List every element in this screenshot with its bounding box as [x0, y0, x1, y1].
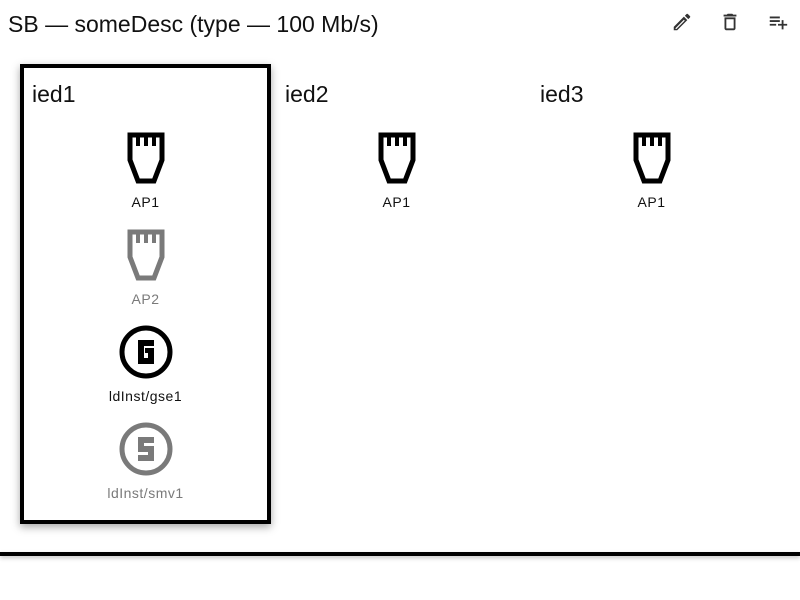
- edit-button[interactable]: [668, 8, 696, 36]
- ied-items: AP1: [526, 130, 777, 227]
- ied-items: AP1 AP2: [20, 130, 263, 518]
- item-label: AP1: [131, 194, 160, 210]
- ied-name: ied2: [285, 81, 329, 107]
- ied-name: ied1: [32, 81, 76, 107]
- item-label: AP1: [637, 194, 666, 210]
- toolbar: [668, 8, 792, 36]
- delete-icon: [723, 13, 737, 31]
- ied-ied1[interactable]: ied1 AP1: [20, 64, 271, 524]
- edit-icon: [673, 13, 691, 31]
- ethernet-port-icon: [127, 132, 164, 184]
- ied-items: AP1: [271, 130, 522, 227]
- ethernet-port-icon: [633, 132, 670, 184]
- smv-control-smv1[interactable]: ldInst/smv1: [20, 421, 271, 518]
- page-title: SB — someDesc (type — 100 Mb/s): [8, 11, 379, 37]
- ied-ied3[interactable]: ied3 AP1: [530, 64, 781, 524]
- gse-icon: [119, 325, 172, 379]
- item-label: AP1: [382, 194, 411, 210]
- ethernet-port-icon: [378, 132, 415, 184]
- gse-control-gse1[interactable]: ldInst/gse1: [20, 324, 271, 421]
- playlist-add-icon: [769, 16, 788, 30]
- item-label: AP2: [131, 291, 160, 307]
- access-point-ap1[interactable]: AP1: [20, 130, 271, 227]
- access-point-ap1[interactable]: AP1: [271, 130, 522, 227]
- ied-ied2[interactable]: ied2 AP1: [275, 64, 526, 524]
- access-point-ap1[interactable]: AP1: [526, 130, 777, 227]
- header: SB — someDesc (type — 100 Mb/s): [0, 0, 800, 50]
- ied-row: ied1 AP1: [20, 64, 780, 524]
- divider: [0, 552, 800, 556]
- ied-name: ied3: [540, 81, 584, 107]
- ethernet-port-icon: [127, 229, 164, 281]
- item-label: ldInst/gse1: [108, 388, 183, 404]
- add-button[interactable]: [764, 8, 792, 36]
- item-label: ldInst/smv1: [107, 485, 184, 501]
- smv-icon: [119, 422, 172, 476]
- delete-button[interactable]: [716, 8, 744, 36]
- access-point-ap2[interactable]: AP2: [20, 227, 271, 324]
